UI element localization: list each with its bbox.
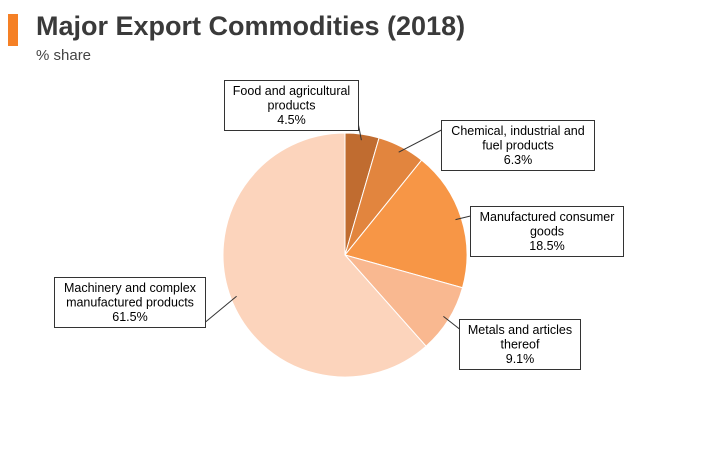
slice-label: Manufactured consumer xyxy=(480,210,615,224)
slice-label: products xyxy=(268,99,316,113)
chart-title: Major Export Commodities (2018) xyxy=(36,11,466,41)
slice-value-label: 4.5% xyxy=(277,113,306,127)
callout-box xyxy=(54,277,206,328)
slice-value-label: 61.5% xyxy=(112,310,147,324)
slice-label: Chemical, industrial and xyxy=(451,124,584,138)
callout-leader-line xyxy=(205,295,237,323)
callout-leader-line xyxy=(455,215,471,221)
slice-label: Metals and articles xyxy=(468,323,572,337)
slice-label: goods xyxy=(530,225,564,239)
callout-leader-line xyxy=(398,129,442,153)
slice-value-label: 9.1% xyxy=(506,352,535,366)
slice-label: fuel products xyxy=(482,139,554,153)
callout-box xyxy=(441,120,595,171)
chart-subtitle: % share xyxy=(36,47,92,64)
slice-label: Food and agricultural xyxy=(233,84,350,98)
callout-leader-line xyxy=(358,124,362,141)
pie-slice xyxy=(222,132,427,378)
slice-label: Machinery and complex xyxy=(64,281,197,295)
title-accent-bar xyxy=(8,14,18,46)
slice-label: manufactured products xyxy=(66,296,194,310)
callout-leader-line xyxy=(443,316,460,330)
callout-box xyxy=(470,206,624,257)
callout-box xyxy=(459,319,581,370)
callout-box xyxy=(224,80,359,131)
slice-value-label: 18.5% xyxy=(529,239,564,253)
slice-value-label: 6.3% xyxy=(504,153,533,167)
slice-label: thereof xyxy=(501,338,540,352)
